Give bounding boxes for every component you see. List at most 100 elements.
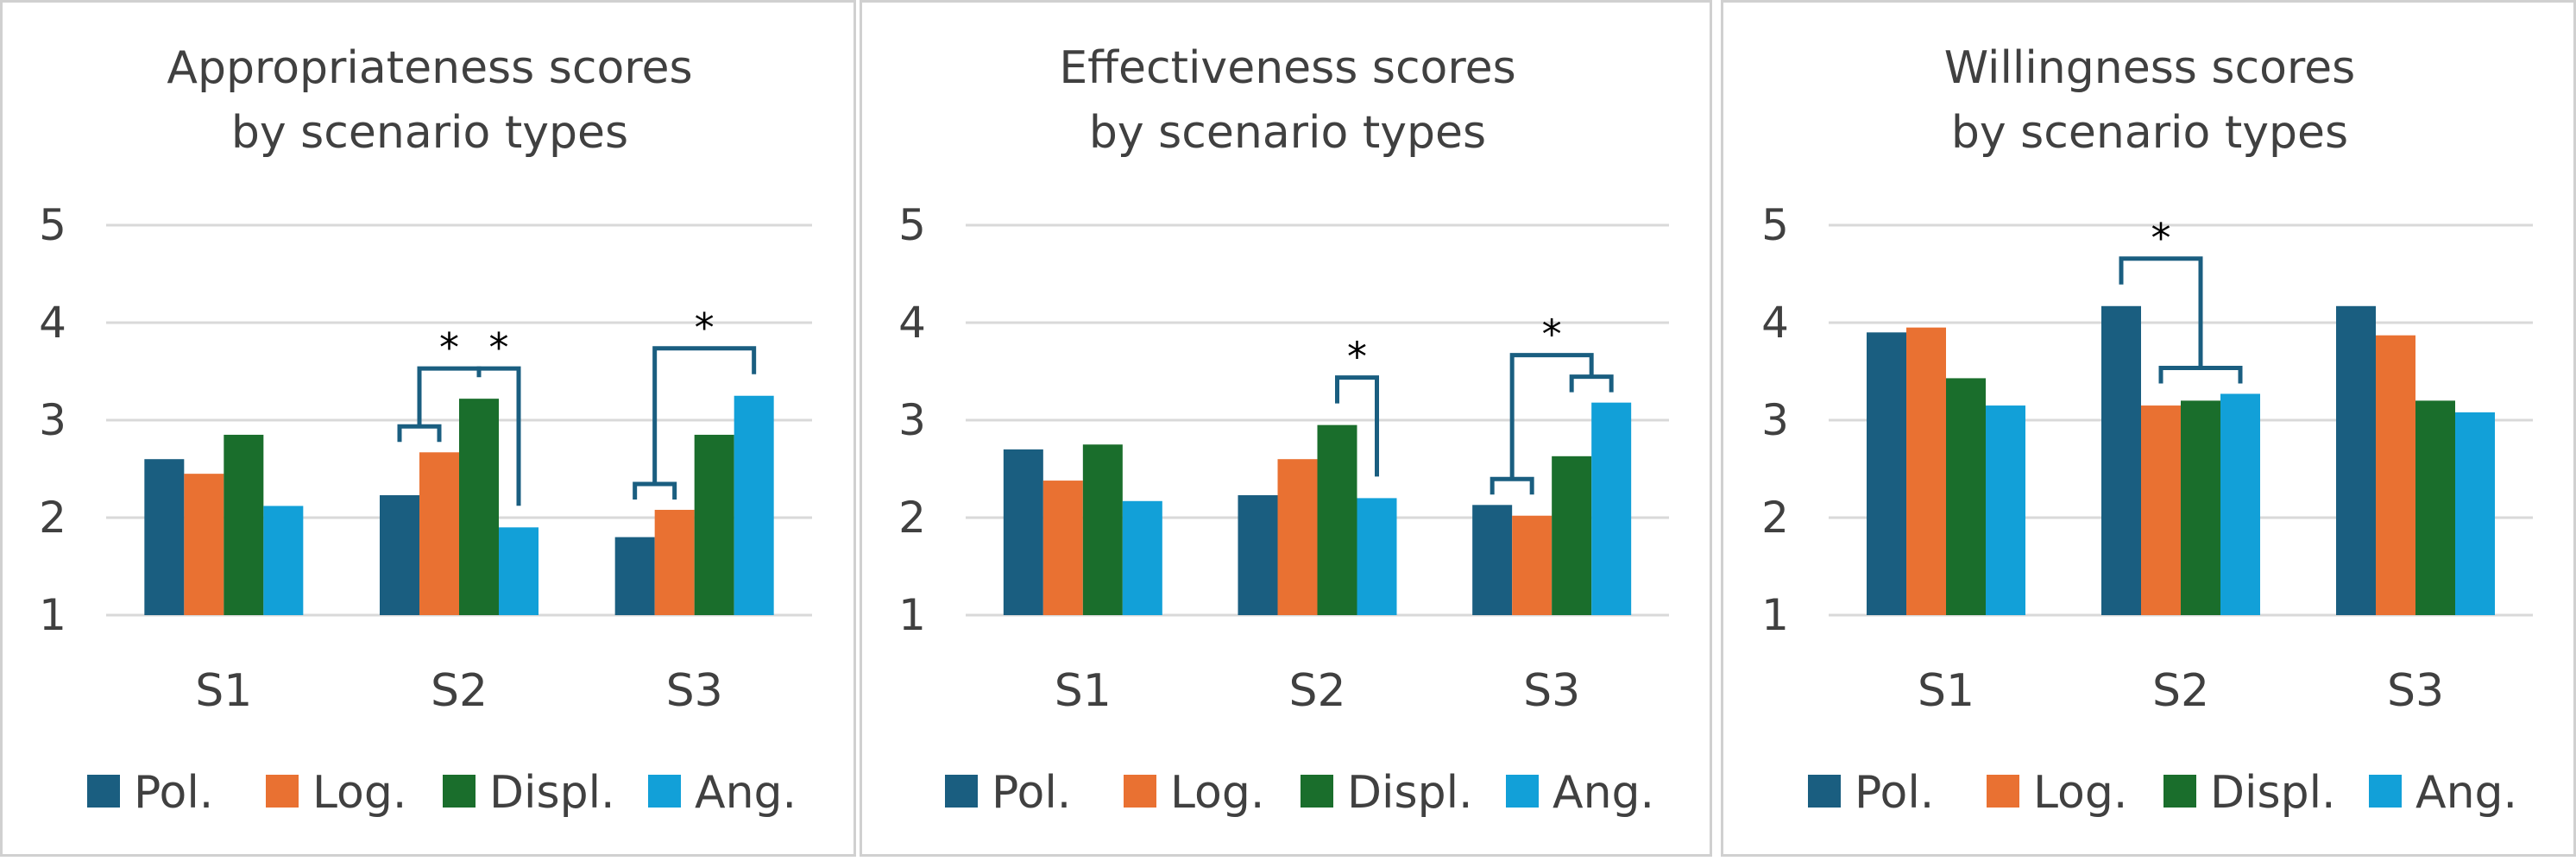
significance-star: * [489,324,509,371]
bar-displ-s3 [1552,456,1592,615]
bar-pol-s2 [2101,305,2141,615]
effectiveness-chart-panel: Effectiveness scores by scenario types 1 2 3… [860,0,1712,857]
significance-bracket: * [476,324,521,506]
y-tick-label: 2 [1761,493,1789,543]
legend-swatch-pol [945,775,978,808]
x-category-label: S3 [2387,665,2444,717]
legend-label-log: Log. [2033,767,2127,819]
bar-log-s3 [2376,335,2415,615]
legend-swatch-log [1987,775,2019,808]
legend-swatch-displ [443,775,476,808]
y-tick-label: 3 [1761,395,1789,445]
legend-label-displ: Displ. [2210,767,2336,819]
willingness-chart-svg: Willingness scores by scenario types 1 2 3 4 5… [1761,42,2533,819]
chart-title-line: Willingness scores [1944,42,2356,94]
legend-label-ang: Ang. [695,767,797,819]
bracket-sub-line [1490,476,1534,495]
chart-title-line: by scenario types [1089,107,1486,159]
appropriateness-chart-svg: Appropriateness scores by scenario types 1… [39,42,812,819]
y-tick-label: 1 [39,590,66,640]
y-tick-label: 4 [898,298,926,348]
x-category-label: S3 [666,665,723,717]
legend-swatch-pol [1808,775,1841,808]
bar-log-s3 [654,509,695,615]
bracket-sub-line [397,424,442,443]
legend-swatch-ang [2369,775,2402,808]
x-category-label: S3 [1523,665,1580,717]
legend-label-pol: Pol. [134,767,213,819]
bar-ang-s1 [1986,405,2025,615]
y-tick-label: 2 [39,493,66,543]
bar-pol-s2 [1238,495,1278,615]
appropriateness-chart-panel: Appropriateness scores by scenario types 1… [0,0,856,857]
y-tick-label: 4 [39,298,66,348]
bracket-main-line [2119,256,2203,368]
significance-star: * [2151,215,2171,261]
bar-displ-s2 [459,399,499,615]
significance-star: * [1542,311,1562,358]
chart-title-line: Effectiveness scores [1059,42,1515,94]
bracket-main-line [476,366,521,506]
bar-ang-s1 [1122,500,1162,615]
chart-title-line: Appropriateness scores [167,42,692,94]
legend-label-pol: Pol. [1855,767,1934,819]
bracket-main-line [1509,353,1594,480]
legend-swatch-ang [648,775,681,808]
y-tick-label: 2 [898,493,926,543]
bar-displ-s1 [224,434,264,615]
x-category-label: S1 [195,665,252,717]
bar-log-s2 [2141,405,2181,615]
legend-swatch-log [1124,775,1156,808]
bar-pol-s1 [1867,332,1906,615]
bar-log-s2 [419,452,459,615]
bracket-sub-line [1569,374,1614,393]
bar-pol-s3 [614,537,655,615]
willingness-chart-panel: Willingness scores by scenario types 1 2 3 4 5… [1721,0,2576,857]
x-category-label: S2 [1288,665,1345,717]
bar-ang-s2 [2220,393,2260,615]
bar-displ-s1 [1946,378,1986,615]
legend-swatch-pol [87,775,120,808]
effectiveness-chart-svg: Effectiveness scores by scenario types 1 2 3… [898,42,1669,819]
bar-log-s3 [1512,515,1553,615]
bracket-main-line [652,346,757,484]
legend-label-displ: Displ. [1347,767,1473,819]
y-tick-label: 4 [1761,298,1789,348]
legend-swatch-displ [1301,775,1333,808]
legend-swatch-ang [1506,775,1539,808]
legend-label-ang: Ang. [1553,767,1654,819]
bar-log-s1 [184,474,224,615]
significance-bracket: * [2119,215,2243,384]
bar-log-s1 [1042,481,1083,615]
bar-displ-s3 [694,434,734,615]
bar-pol-s3 [2336,305,2376,615]
x-category-label: S2 [2152,665,2209,717]
significance-bracket: * [1490,311,1614,495]
bracket-sub-line [2158,365,2243,384]
bar-displ-s1 [1082,444,1123,615]
bar-pol-s2 [380,495,419,615]
legend-swatch-displ [2163,775,2196,808]
bar-log-s1 [1906,327,1946,615]
bar-pol-s1 [1003,449,1043,615]
bar-ang-s2 [499,527,539,615]
bar-ang-s2 [1357,498,1397,615]
y-tick-label: 1 [898,590,926,640]
y-tick-label: 5 [898,200,926,250]
bar-ang-s1 [263,506,304,615]
bracket-main-line [1335,375,1379,477]
bar-ang-s3 [1591,402,1632,615]
y-tick-label: 5 [1761,200,1789,250]
y-tick-label: 3 [39,395,66,445]
legend-label-displ: Displ. [489,767,615,819]
bar-ang-s3 [2455,412,2495,615]
significance-star: * [439,324,459,371]
bar-ang-s3 [734,395,774,615]
significance-star: * [695,305,715,351]
x-category-label: S1 [1918,665,1975,717]
bracket-sub-line [633,481,677,500]
x-category-label: S2 [431,665,488,717]
y-tick-label: 3 [898,395,926,445]
y-tick-label: 1 [1761,590,1789,640]
bar-displ-s2 [2181,400,2220,615]
